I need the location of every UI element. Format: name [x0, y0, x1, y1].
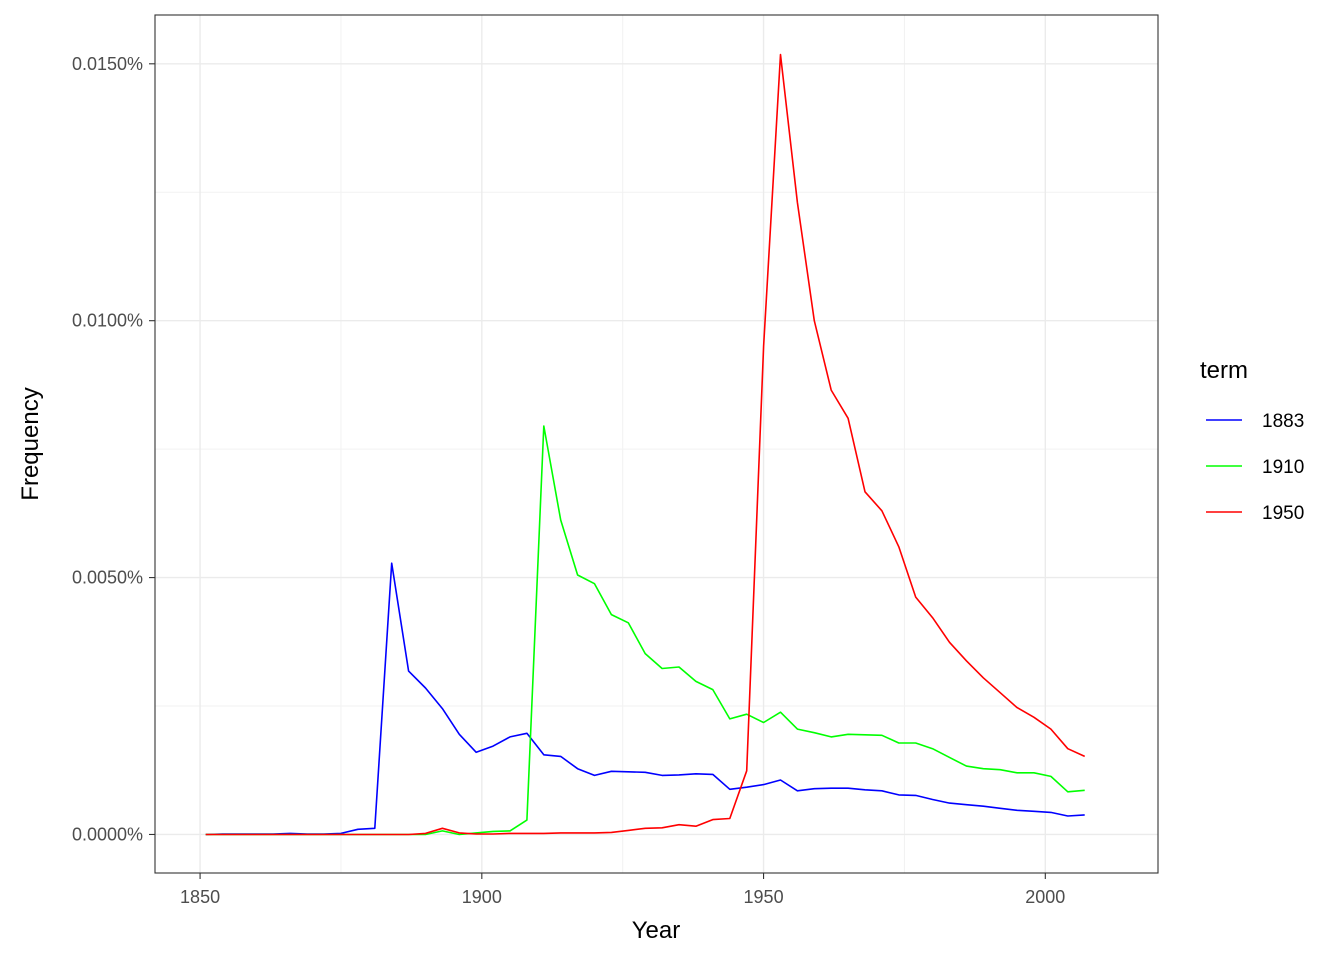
x-tick-label: 2000 — [1025, 887, 1065, 907]
x-tick-label: 1900 — [462, 887, 502, 907]
x-tick-label: 1850 — [180, 887, 220, 907]
legend-label: 1883 — [1262, 411, 1304, 432]
series-lines — [205, 53, 1086, 836]
series-line-1950 — [205, 53, 1086, 836]
plot-panel — [155, 15, 1158, 873]
y-axis-title: Frequency — [17, 387, 44, 500]
legend-item-1910: 1910 — [1206, 457, 1304, 478]
legend-label: 1950 — [1262, 503, 1304, 524]
plot-border — [154, 14, 1159, 874]
y-tick-label: 0.0100% — [72, 311, 143, 331]
axis-ticks — [149, 63, 1046, 879]
legend-label: 1910 — [1262, 457, 1304, 478]
x-tick-label: 1950 — [744, 887, 784, 907]
minor-gridlines — [155, 15, 1158, 873]
x-axis-tick-labels: 1850 1900 1950 2000 — [180, 887, 1065, 907]
y-tick-label: 0.0000% — [72, 824, 143, 844]
legend-items: 1883 1910 1950 — [1206, 411, 1304, 524]
y-axis-tick-labels: 0.0000% 0.0050% 0.0100% 0.0150% — [72, 54, 143, 845]
legend-title: term — [1200, 357, 1248, 384]
y-tick-label: 0.0150% — [72, 54, 143, 74]
legend: term 1883 1910 1950 — [1200, 357, 1304, 524]
legend-item-1950: 1950 — [1206, 503, 1304, 524]
legend-item-1883: 1883 — [1206, 411, 1304, 432]
series-line-1883 — [205, 562, 1085, 836]
x-axis-title: Year — [632, 917, 681, 944]
y-tick-label: 0.0050% — [72, 568, 143, 588]
